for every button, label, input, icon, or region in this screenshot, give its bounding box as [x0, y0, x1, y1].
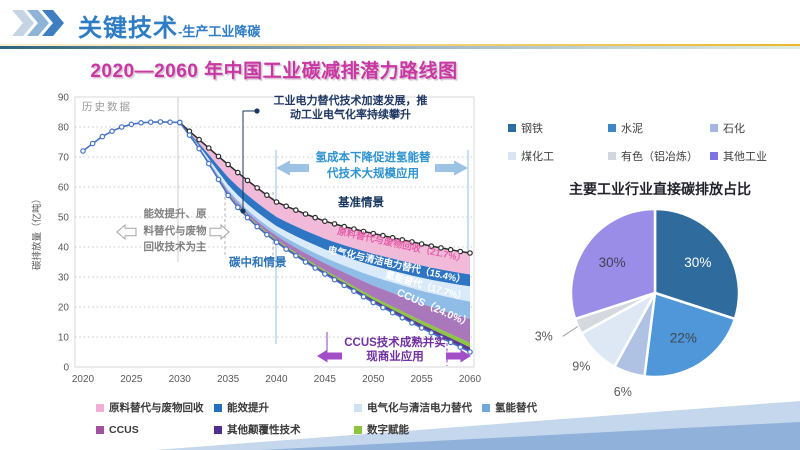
pie-label-cement: 22%: [670, 331, 697, 346]
svg-text:2040: 2040: [265, 374, 288, 385]
pie-label-nonferrous-aluminum: 3%: [535, 329, 553, 343]
roadmap-legend: 原料替代与废物回收 能效提升 电气化与清洁电力替代 氢能替代 CCUS 其他颠覆性技术 数字…: [96, 400, 556, 437]
legend-swatch: [96, 403, 104, 412]
chevron-icon: [27, 10, 49, 36]
historical-data-label: 历史数据: [82, 101, 132, 113]
band-electrification-clean-power: [179, 122, 470, 302]
legend-swatch: [214, 403, 222, 412]
roadmap-chart-title: 2020—2060 年中国工业碳减排潜力路线图: [90, 61, 458, 82]
legend-swatch: [710, 124, 718, 132]
legend-item-nonferrous-aluminum: 有色（铝冶炼）: [608, 148, 710, 164]
svg-text:40: 40: [58, 243, 70, 254]
legend-item-feedstock-substitution-waste-recycling: 原料替代与废物回收: [96, 400, 214, 415]
legend-swatch: [508, 152, 516, 160]
legend-label: 原料替代与废物回收: [109, 402, 204, 414]
svg-text:2050: 2050: [362, 374, 385, 385]
pie-slice-steel: [653, 207, 741, 321]
pie-slice-other-industry: [569, 207, 657, 321]
svg-text:80: 80: [58, 123, 70, 134]
legend-swatch: [96, 425, 104, 434]
legend-swatch: [608, 124, 616, 132]
svg-text:碳排放量（亿吨）: 碳排放量（亿吨）: [31, 194, 43, 270]
legend-label: 有色（铝冶炼）: [621, 151, 698, 163]
svg-text:50: 50: [58, 213, 70, 224]
legend-item-cement: 水泥: [608, 120, 710, 136]
legend-item-energy-efficiency: 能效提升: [214, 400, 354, 415]
svg-text:90: 90: [58, 93, 70, 104]
baseline-scenario-label: 基准情景: [338, 197, 384, 209]
svg-text:70: 70: [58, 153, 70, 164]
pie-chart-title: 主要工业行业直接碳排放占比: [569, 181, 751, 197]
legend-swatch: [354, 403, 362, 412]
svg-text:2020: 2020: [72, 374, 95, 385]
pie-slice-cement: [643, 291, 737, 379]
legend-label: 其他工业: [723, 151, 767, 163]
annotation-electrification: 工业电力替代技术加速发展，推 动工业电气化率持续攀升: [273, 95, 428, 121]
legend-swatch: [508, 124, 516, 132]
legend-item-digital-empowerment: 数字赋能: [354, 422, 482, 437]
svg-text:30: 30: [58, 273, 70, 284]
svg-text:0: 0: [63, 363, 69, 374]
legend-item-steel: 钢铁: [508, 120, 608, 136]
legend-item-hydrogen-substitution: 氢能替代: [482, 400, 556, 415]
legend-label: 电气化与清洁电力替代: [367, 402, 472, 414]
pie-label-other-industry: 30%: [599, 255, 626, 270]
band-ccus: [179, 122, 470, 343]
annotation-ccus-maturity: CCUS技术成熟并实 现商业应用: [344, 337, 446, 363]
annotation-hydrogen-cost: 氢成本下降促进氢能替 代技术大规模应用: [315, 152, 431, 180]
svg-text:2055: 2055: [411, 374, 434, 385]
svg-text:2045: 2045: [314, 374, 337, 385]
pie-label-coal-chemical: 9%: [572, 360, 590, 374]
band-energy-efficiency: [179, 122, 470, 287]
pie-label-steel: 30%: [684, 255, 711, 270]
legend-item-coal-chemical: 煤化工: [508, 148, 608, 164]
band-hydrogen-substitution: [179, 122, 470, 320]
legend-label: 水泥: [621, 123, 643, 135]
chevron-icon: [42, 10, 64, 36]
legend-label: 能效提升: [227, 402, 269, 414]
band-feedstock-substitution-waste-recycling: [179, 122, 470, 275]
legend-label: CCUS: [109, 423, 139, 436]
legend-swatch: [214, 425, 222, 434]
legend-item-petrochemical: 石化: [710, 120, 798, 136]
page-title-sub: -生产工业降碳: [178, 24, 261, 39]
pie-label-petrochemical: 6%: [614, 385, 632, 399]
legend-swatch: [710, 152, 718, 160]
pie-legend: 钢铁 水泥 石化煤化工 有色（铝冶炼） 其他工业: [508, 120, 798, 164]
legend-label: 数字赋能: [367, 424, 409, 436]
legend-item-ccus: CCUS: [96, 422, 214, 437]
legend-label: 煤化工: [521, 151, 554, 163]
legend-label: 石化: [723, 123, 745, 135]
svg-text:60: 60: [58, 183, 70, 194]
svg-text:10: 10: [58, 333, 70, 344]
svg-text:2025: 2025: [120, 374, 143, 385]
header-divider-gold: [0, 44, 800, 46]
page-title-main: 关键技术: [78, 15, 178, 42]
pie-chart: 30% 22% 6% 9% 3% 30%: [535, 207, 741, 399]
svg-text:2060: 2060: [459, 374, 482, 385]
header-chevrons-icon: [12, 10, 64, 36]
legend-label: 氢能替代: [495, 402, 537, 414]
legend-item-electrification-clean-power: 电气化与清洁电力替代: [354, 400, 482, 415]
chevron-icon: [12, 10, 34, 36]
header-divider-blue: [0, 46, 800, 49]
svg-text:20: 20: [58, 303, 70, 314]
page-title: 关键技术-生产工业降碳: [78, 8, 260, 43]
svg-text:2035: 2035: [217, 374, 240, 385]
legend-label: 钢铁: [521, 123, 543, 135]
legend-swatch: [354, 425, 362, 434]
annotation-phase1: 能效提升、原 料替代与废物 回收技术为主: [143, 208, 207, 253]
legend-swatch: [608, 152, 616, 160]
legend-label: 其他颠覆性技术: [227, 424, 301, 436]
legend-item-other-industry: 其他工业: [710, 148, 798, 164]
bottom-swoosh: [155, 401, 800, 450]
svg-text:2030: 2030: [169, 374, 192, 385]
legend-item-other-disruptive-tech: 其他颠覆性技术: [214, 422, 354, 437]
carbon-neutral-scenario-label: 碳中和情景: [229, 257, 287, 269]
legend-swatch: [482, 403, 490, 412]
